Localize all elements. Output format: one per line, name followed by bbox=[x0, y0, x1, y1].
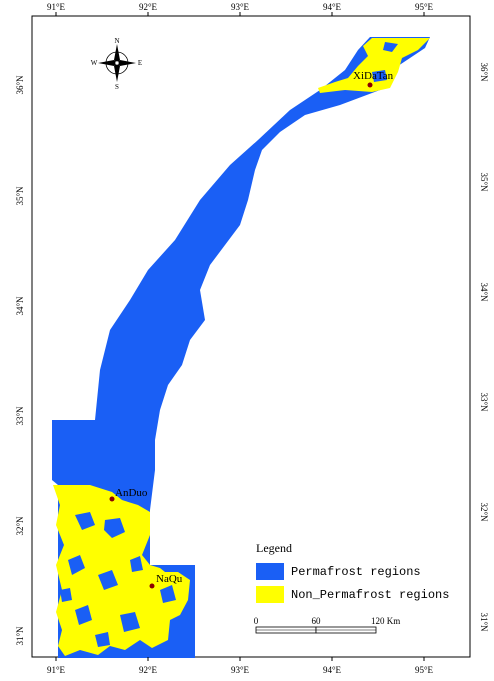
top-tick-marks bbox=[55, 12, 425, 16]
left-tick-label: 34°N bbox=[15, 296, 25, 316]
bottom-tick-label: 93°E bbox=[231, 665, 250, 675]
scale-bar: 0 60 120 Km bbox=[254, 616, 400, 634]
scale-label-60: 60 bbox=[312, 616, 322, 626]
scale-label-120: 120 Km bbox=[371, 616, 400, 626]
top-tick-label: 93°E bbox=[231, 2, 250, 12]
compass-n-label: N bbox=[114, 37, 119, 45]
permafrost-inclusion-north-2 bbox=[372, 70, 387, 82]
legend-title: Legend bbox=[256, 541, 292, 555]
legend-swatch-permafrost bbox=[256, 563, 284, 580]
permafrost-inclusion-south-6 bbox=[75, 605, 92, 625]
left-tick-label: 32°N bbox=[15, 516, 25, 536]
top-tick-label: 92°E bbox=[139, 2, 158, 12]
right-tick-label: 31°N bbox=[479, 612, 489, 632]
permafrost-inclusion-south-7 bbox=[120, 612, 140, 632]
legend: Legend Permafrost regions Non_Permafrost… bbox=[256, 541, 449, 603]
permafrost-inclusion-south-9 bbox=[95, 632, 110, 647]
non-permafrost-north bbox=[318, 38, 430, 93]
bottom-tick-label: 91°E bbox=[47, 665, 66, 675]
permafrost-inclusion-south-1 bbox=[75, 512, 95, 530]
legend-label-non-permafrost: Non_Permafrost regions bbox=[291, 588, 449, 602]
bottom-tick-marks bbox=[55, 657, 425, 661]
right-tick-label: 33°N bbox=[479, 392, 489, 412]
right-tick-label: 34°N bbox=[479, 282, 489, 302]
permafrost-inclusion-south-3 bbox=[68, 555, 85, 575]
compass-e-label: E bbox=[138, 59, 142, 67]
scale-label-0: 0 bbox=[254, 616, 259, 626]
top-tick-label: 91°E bbox=[47, 2, 66, 12]
left-tick-label: 31°N bbox=[15, 626, 25, 646]
city-marker-naqu bbox=[149, 583, 155, 589]
top-tick-label: 95°E bbox=[415, 2, 434, 12]
left-tick-label: 35°N bbox=[15, 186, 25, 206]
permafrost-inclusion-south-2 bbox=[104, 518, 125, 538]
top-tick-label: 94°E bbox=[323, 2, 342, 12]
bottom-tick-label: 94°E bbox=[323, 665, 342, 675]
right-tick-label: 36°N bbox=[479, 62, 489, 82]
right-tick-label: 32°N bbox=[479, 502, 489, 522]
compass-rose-icon: N S W E bbox=[91, 37, 142, 91]
left-tick-label: 33°N bbox=[15, 406, 25, 426]
right-tick-label: 35°N bbox=[479, 172, 489, 192]
bottom-tick-label: 95°E bbox=[415, 665, 434, 675]
bottom-tick-label: 92°E bbox=[139, 665, 158, 675]
compass-s-label: S bbox=[115, 83, 119, 91]
permafrost-inclusion-north bbox=[383, 42, 398, 52]
permafrost-inclusion-south-5 bbox=[130, 556, 143, 572]
permafrost-inclusion-south-8 bbox=[160, 585, 176, 603]
permafrost-region bbox=[52, 37, 430, 658]
city-label: NaQu bbox=[156, 573, 183, 585]
city-label: XiDaTan bbox=[353, 70, 394, 82]
city-marker-xidatan bbox=[367, 82, 373, 88]
left-tick-label: 36°N bbox=[15, 75, 25, 95]
permafrost-inclusion-south-10 bbox=[60, 588, 72, 602]
permafrost-inclusion-south-4 bbox=[98, 570, 118, 590]
city-marker-anduo bbox=[109, 496, 115, 502]
legend-swatch-non-permafrost bbox=[256, 586, 284, 603]
city-label: AnDuo bbox=[115, 487, 148, 499]
legend-label-permafrost: Permafrost regions bbox=[291, 565, 421, 579]
compass-w-label: W bbox=[91, 59, 98, 67]
